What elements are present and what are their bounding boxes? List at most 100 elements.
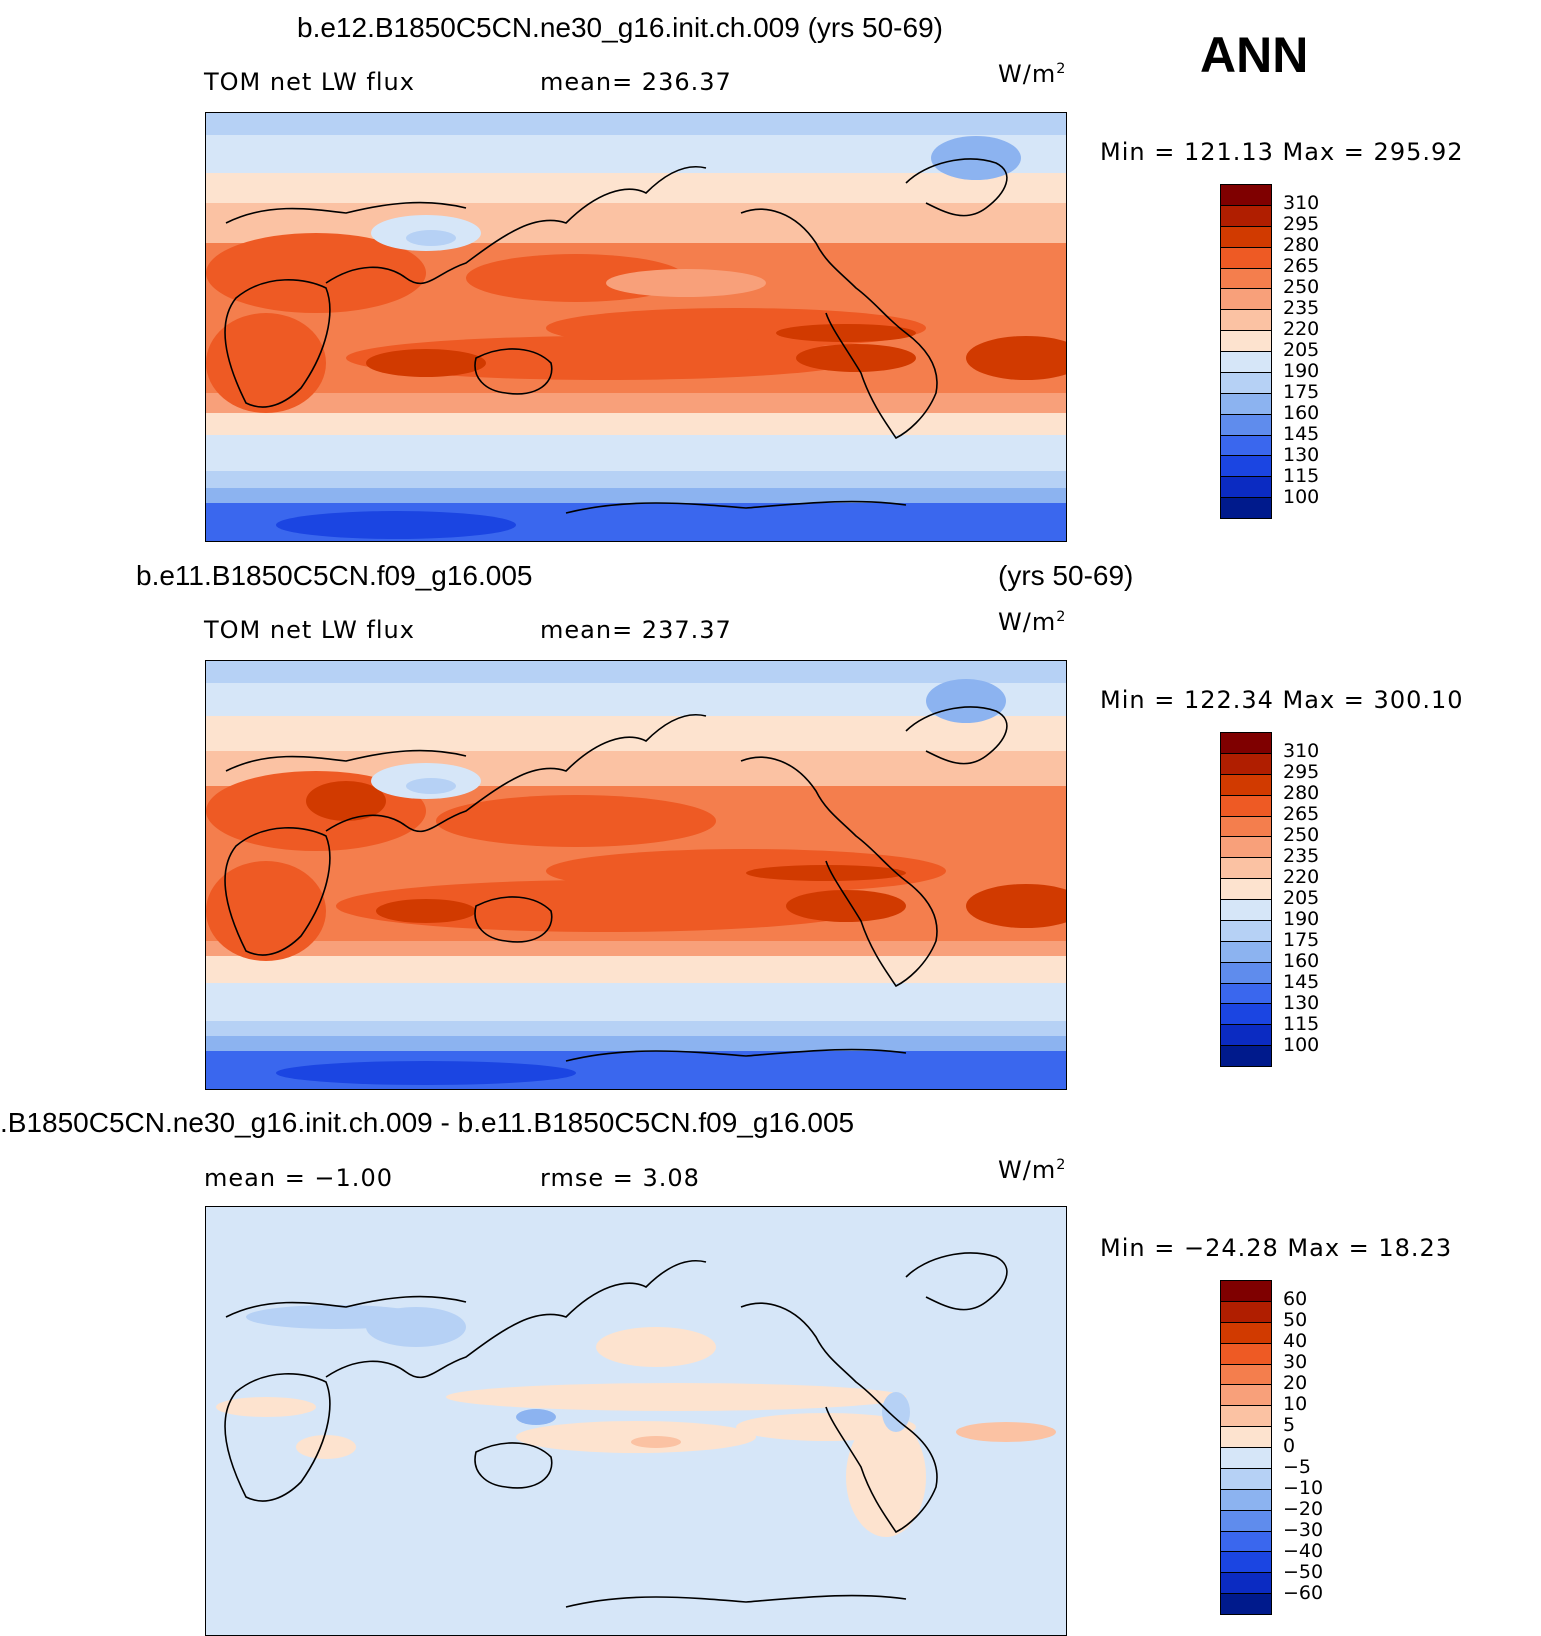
colorbar-swatch — [1221, 435, 1271, 457]
colorbar-swatch — [1221, 1573, 1271, 1595]
panel-2-minmax: Min = 122.34 Max = 300.10 — [1100, 686, 1464, 714]
colorbar-tick: 235 — [1283, 845, 1320, 867]
panel-2-title: b.e11.B1850C5CN.f09_g16.005 — [136, 560, 533, 591]
colorbar-tick: 130 — [1283, 992, 1320, 1014]
colorbar-tick: 30 — [1283, 1351, 1308, 1373]
colorbar-swatch — [1221, 879, 1271, 900]
colorbar-swatch — [1221, 1510, 1271, 1532]
colorbar-tick: 60 — [1283, 1288, 1308, 1310]
panel-3-units: W/m2 — [998, 1156, 1067, 1184]
colorbar-swatch — [1221, 795, 1271, 817]
colorbar-swatch — [1221, 1531, 1271, 1553]
colorbar-swatch — [1221, 1343, 1271, 1365]
colorbar-swatch — [1221, 1046, 1271, 1066]
panel-3-map — [205, 1206, 1067, 1636]
colorbar-swatch — [1221, 205, 1271, 227]
colorbar-swatch — [1221, 1004, 1271, 1026]
panel-3-minmax: Min = −24.28 Max = 18.23 — [1100, 1234, 1453, 1262]
colorbar-swatch — [1221, 226, 1271, 248]
panel-1-variable-label: TOM net LW flux — [204, 68, 415, 96]
colorbar-swatch — [1221, 753, 1271, 775]
colorbar-swatch — [1221, 1281, 1271, 1302]
colorbar-swatch — [1221, 414, 1271, 436]
panel-1-title: b.e12.B1850C5CN.ne30_g16.init.ch.009 (yr… — [297, 12, 943, 43]
panel-2-variable-label: TOM net LW flux — [204, 616, 415, 644]
colorbar-tick: 145 — [1283, 423, 1320, 445]
colorbar-tick: 175 — [1283, 381, 1320, 403]
colorbar-tick: −40 — [1283, 1540, 1324, 1562]
colorbar-tick: −60 — [1283, 1582, 1324, 1604]
colorbar-swatch — [1221, 983, 1271, 1005]
panel-3-title: .B1850C5CN.ne30_g16.init.ch.009 - b.e11.… — [0, 1107, 855, 1138]
colorbar-tick: −10 — [1283, 1477, 1324, 1499]
colorbar-swatch — [1221, 816, 1271, 838]
panel-2-map — [205, 660, 1067, 1090]
colorbar-swatch — [1221, 352, 1271, 373]
colorbar-swatch — [1221, 310, 1271, 332]
colorbar-tick: −30 — [1283, 1519, 1324, 1541]
colorbar-tick: 130 — [1283, 444, 1320, 466]
colorbar-tick: 295 — [1283, 213, 1320, 235]
panel-2-mean-label: mean= 237.37 — [540, 616, 732, 644]
colorbar-tick: 280 — [1283, 782, 1320, 804]
colorbar-swatch — [1221, 1406, 1271, 1428]
colorbar-swatch — [1221, 774, 1271, 796]
colorbar-tick: 100 — [1283, 1034, 1320, 1056]
colorbar-tick: 0 — [1283, 1435, 1296, 1457]
colorbar-swatch — [1221, 456, 1271, 478]
colorbar-swatch — [1221, 289, 1271, 311]
colorbar-swatch — [1221, 1594, 1271, 1614]
colorbar-tick: 295 — [1283, 761, 1320, 783]
colorbar-tick: 5 — [1283, 1414, 1296, 1436]
colorbar-tick: 160 — [1283, 402, 1320, 424]
colorbar-tick: 145 — [1283, 971, 1320, 993]
panel-3-mean-label: mean = −1.00 — [204, 1164, 393, 1192]
colorbar-swatch — [1221, 498, 1271, 518]
colorbar-swatch — [1221, 247, 1271, 269]
colorbar-tick: 310 — [1283, 740, 1320, 762]
panel-2-years: (yrs 50-69) — [998, 560, 1134, 591]
colorbar-swatch — [1221, 962, 1271, 984]
colorbar-swatch — [1221, 1468, 1271, 1490]
colorbar-swatch — [1221, 372, 1271, 394]
colorbar-swatch — [1221, 900, 1271, 921]
colorbar-swatch — [1221, 1489, 1271, 1511]
colorbar-swatch — [1221, 393, 1271, 415]
colorbar-tick: 220 — [1283, 866, 1320, 888]
panel-2-units: W/m2 — [998, 608, 1067, 636]
colorbar-tick: 250 — [1283, 824, 1320, 846]
colorbar-swatch — [1221, 1301, 1271, 1323]
colorbar-tick: 205 — [1283, 339, 1320, 361]
colorbar-swatch — [1221, 858, 1271, 880]
colorbar-swatch — [1221, 1385, 1271, 1407]
colorbar-swatch — [1221, 185, 1271, 206]
colorbar-tick: −50 — [1283, 1561, 1324, 1583]
colorbar-tick: 160 — [1283, 950, 1320, 972]
colorbar-tick: 235 — [1283, 297, 1320, 319]
colorbar-tick: 205 — [1283, 887, 1320, 909]
colorbar-tick: 20 — [1283, 1372, 1308, 1394]
colorbar-swatch — [1221, 920, 1271, 942]
panel-3-rmse-label: rmse = 3.08 — [540, 1164, 700, 1192]
colorbar-tick: 220 — [1283, 318, 1320, 340]
colorbar-swatch — [1221, 733, 1271, 754]
colorbar-swatch — [1221, 837, 1271, 859]
map-plot — [206, 661, 1066, 1089]
colorbar-tick: 50 — [1283, 1309, 1308, 1331]
colorbar-swatch — [1221, 477, 1271, 499]
colorbar-swatch — [1221, 1322, 1271, 1344]
colorbar-tick: 250 — [1283, 276, 1320, 298]
colorbar-tick: −20 — [1283, 1498, 1324, 1520]
colorbar-swatch — [1221, 1552, 1271, 1574]
panel-2-colorbar — [1220, 732, 1272, 1067]
panel-1-minmax: Min = 121.13 Max = 295.92 — [1100, 138, 1464, 166]
colorbar-tick: 175 — [1283, 929, 1320, 951]
map-plot — [206, 113, 1066, 541]
colorbar-tick: 115 — [1283, 465, 1320, 487]
colorbar-tick: −5 — [1283, 1456, 1312, 1478]
colorbar-swatch — [1221, 1448, 1271, 1469]
colorbar-tick: 265 — [1283, 803, 1320, 825]
panel-1-units: W/m2 — [998, 60, 1067, 88]
panel-1-map — [205, 112, 1067, 542]
colorbar-tick: 115 — [1283, 1013, 1320, 1035]
